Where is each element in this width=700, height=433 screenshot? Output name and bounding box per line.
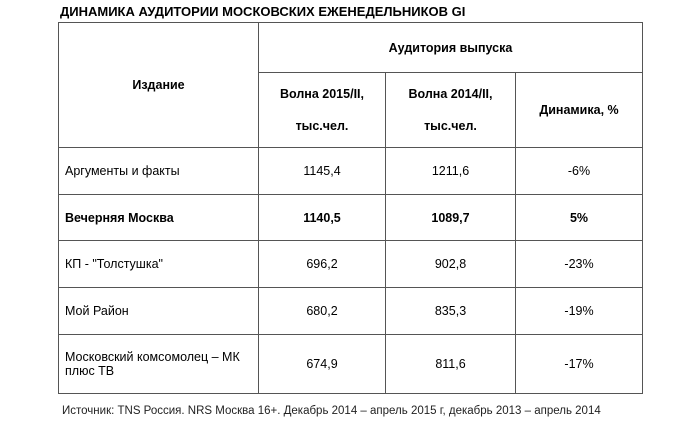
data-row: Московский комсомолец – МК плюс ТВ 674,9 8…: [58, 334, 643, 394]
value-cell: 680,2: [258, 287, 386, 335]
title: ДИНАМИКА АУДИТОРИИ МОСКОВСКИХ ЕЖЕНЕДЕЛЬН…: [60, 4, 466, 19]
publication-cell: Мой Район: [58, 287, 259, 335]
value-cell: 5%: [515, 194, 643, 241]
value-cell: -23%: [515, 240, 643, 288]
publication-cell: Аргументы и факты: [58, 147, 259, 195]
table: Издание Аудитория выпуска Волна 2015/II, ты…: [58, 22, 643, 394]
header-cell: Аудитория выпуска: [258, 22, 643, 73]
value-cell: -6%: [515, 147, 643, 195]
value-cell: -19%: [515, 287, 643, 335]
publication-cell: КП - "Толстушка": [58, 240, 259, 288]
publication-cell: Московский комсомолец – МК плюс ТВ: [58, 334, 259, 394]
data-row: Вечерняя Москва 1140,5 1089,7 5%: [58, 194, 643, 241]
value-cell: -17%: [515, 334, 643, 394]
header-line: Волна 2014/II,: [408, 87, 493, 101]
value-cell: 1145,4: [258, 147, 386, 195]
value-cell: 1089,7: [385, 194, 516, 241]
header-cell: Волна 2014/II, тыс.чел.: [385, 72, 516, 148]
publication-cell: Вечерняя Москва: [58, 194, 259, 241]
data-row: КП - "Толстушка" 696,2 902,8 -23%: [58, 240, 643, 288]
source-note: Источник: TNS Россия. NRS Москва 16+. Де…: [62, 405, 601, 417]
header-cell: Издание: [58, 22, 259, 148]
data-row: Аргументы и факты 1145,4 1211,6 -6%: [58, 147, 643, 195]
value-cell: 1140,5: [258, 194, 386, 241]
header-line: Динамика, %: [539, 103, 619, 117]
data-row: Мой Район 680,2 835,3 -19%: [58, 287, 643, 335]
header-cell: Волна 2015/II, тыс.чел.: [258, 72, 386, 148]
value-cell: 674,9: [258, 334, 386, 394]
value-cell: 1211,6: [385, 147, 516, 195]
value-cell: 902,8: [385, 240, 516, 288]
header-row: Издание Аудитория выпуска: [58, 22, 643, 148]
value-cell: 835,3: [385, 287, 516, 335]
value-cell: 811,6: [385, 334, 516, 394]
header-line: тыс.чел.: [295, 119, 349, 133]
header-cell: Динамика, %: [515, 72, 643, 148]
header-line: Волна 2015/II,: [280, 87, 364, 101]
header-line: тыс.чел.: [424, 119, 477, 133]
header-row: Волна 2015/II, тыс.чел. Волна 2014/II, тыс.…: [59, 72, 643, 148]
value-cell: 696,2: [258, 240, 386, 288]
